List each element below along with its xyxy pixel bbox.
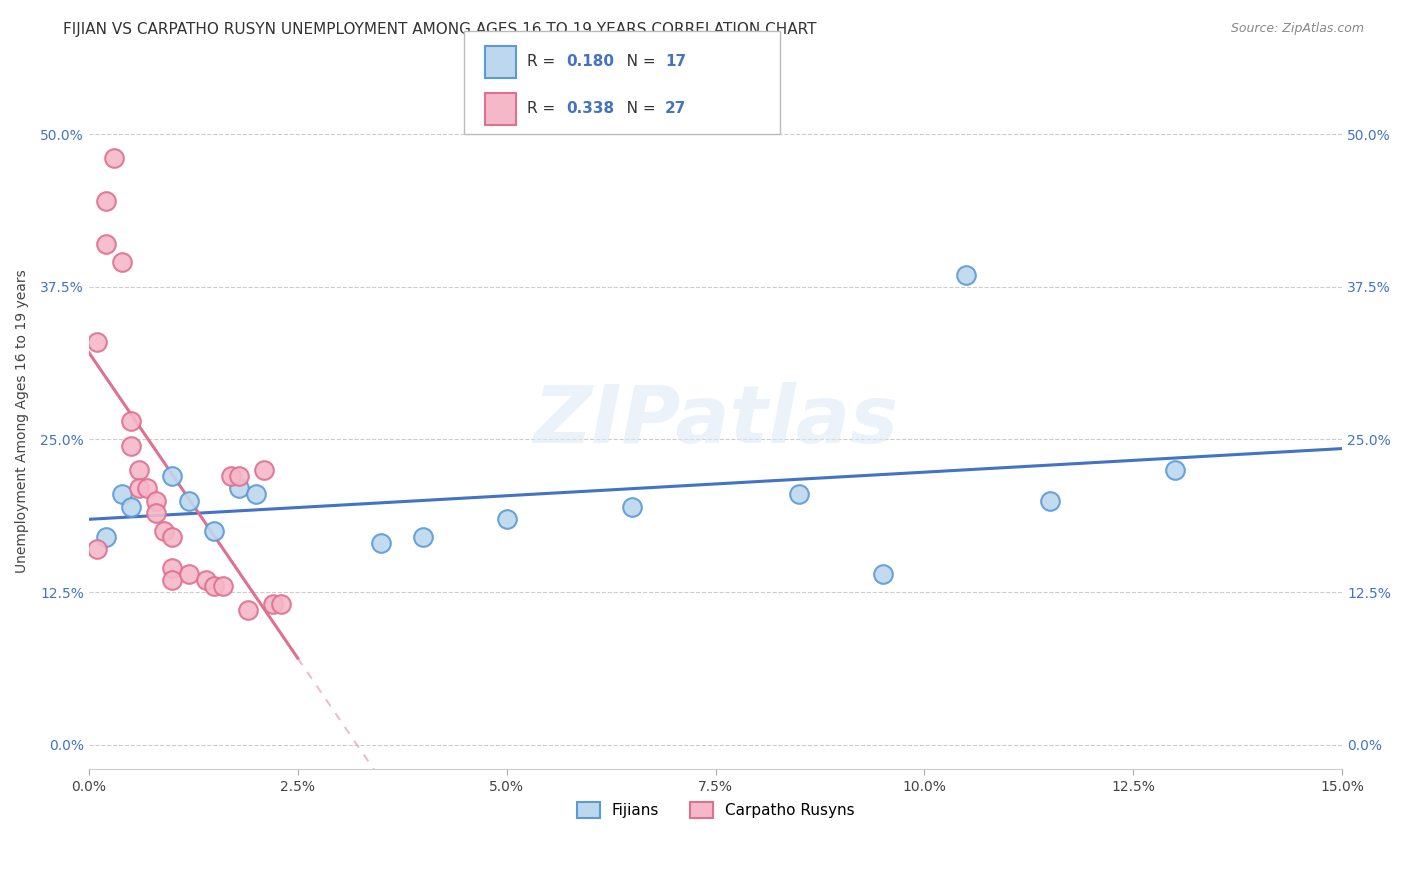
Point — [179, 566, 201, 581]
Point — [162, 469, 184, 483]
Point — [219, 469, 242, 483]
Point — [145, 506, 167, 520]
Point — [111, 487, 134, 501]
Point — [120, 414, 142, 428]
Point — [228, 481, 250, 495]
Point — [94, 194, 117, 209]
Text: 27: 27 — [665, 101, 686, 116]
Point — [202, 524, 225, 538]
Point — [111, 255, 134, 269]
Point — [162, 573, 184, 587]
Text: 0.338: 0.338 — [567, 101, 614, 116]
Point — [1039, 493, 1062, 508]
Point — [145, 493, 167, 508]
Point — [103, 152, 125, 166]
Point — [120, 500, 142, 514]
Point — [1164, 463, 1187, 477]
Point — [253, 463, 276, 477]
Text: ZIPatlas: ZIPatlas — [533, 382, 898, 460]
Point — [179, 493, 201, 508]
Point — [228, 469, 250, 483]
Point — [955, 268, 977, 282]
Point — [136, 481, 159, 495]
Point — [202, 579, 225, 593]
Point — [128, 463, 150, 477]
Point — [495, 512, 517, 526]
Point — [162, 560, 184, 574]
Point — [86, 334, 108, 349]
Point — [162, 530, 184, 544]
Point — [194, 573, 217, 587]
Point — [262, 598, 284, 612]
Text: N =: N = — [612, 101, 659, 116]
Point — [412, 530, 434, 544]
Point — [94, 530, 117, 544]
Point — [245, 487, 267, 501]
Legend: Fijians, Carpatho Rusyns: Fijians, Carpatho Rusyns — [571, 797, 860, 824]
Point — [620, 500, 643, 514]
Text: N =: N = — [612, 54, 659, 70]
Text: R =: R = — [527, 101, 561, 116]
Text: Source: ZipAtlas.com: Source: ZipAtlas.com — [1230, 22, 1364, 36]
Point — [872, 566, 894, 581]
Point — [153, 524, 176, 538]
Point — [86, 542, 108, 557]
Point — [270, 598, 292, 612]
Text: 17: 17 — [665, 54, 686, 70]
Text: R =: R = — [527, 54, 561, 70]
Y-axis label: Unemployment Among Ages 16 to 19 years: Unemployment Among Ages 16 to 19 years — [15, 269, 30, 573]
Text: 0.180: 0.180 — [567, 54, 614, 70]
Point — [787, 487, 810, 501]
Point — [236, 603, 259, 617]
Point — [370, 536, 392, 550]
Point — [211, 579, 233, 593]
Point — [94, 237, 117, 252]
Text: FIJIAN VS CARPATHO RUSYN UNEMPLOYMENT AMONG AGES 16 TO 19 YEARS CORRELATION CHAR: FIJIAN VS CARPATHO RUSYN UNEMPLOYMENT AM… — [63, 22, 817, 37]
Point — [128, 481, 150, 495]
Point — [120, 439, 142, 453]
